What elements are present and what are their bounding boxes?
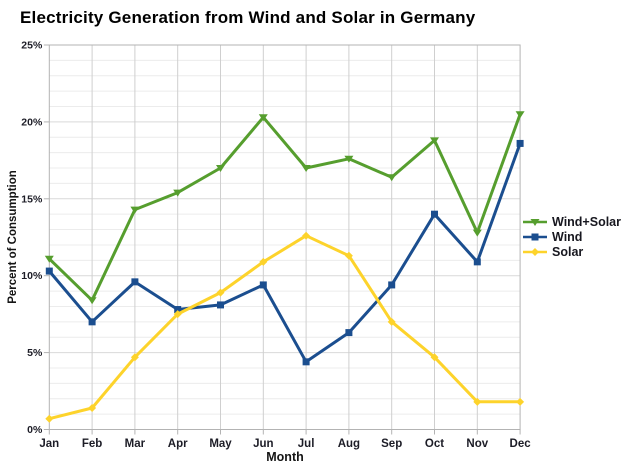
legend-item-wind: Wind	[522, 229, 621, 244]
legend-item-wind-solar: Wind+Solar	[522, 214, 621, 229]
chart-title: Electricity Generation from Wind and Sol…	[20, 8, 476, 27]
svg-text:20%: 20%	[21, 116, 43, 128]
svg-text:Jul: Jul	[298, 438, 315, 450]
solar-line-icon	[523, 247, 547, 256]
svg-text:Dec: Dec	[510, 438, 532, 450]
legend-label: Solar	[552, 244, 584, 259]
y-axis-title: Percent of Consumption	[7, 170, 19, 304]
legend: Wind+Solar Wind Solar	[522, 214, 621, 259]
svg-text:25%: 25%	[21, 40, 43, 52]
legend-label: Wind+Solar	[552, 214, 621, 229]
svg-text:15%: 15%	[21, 193, 43, 205]
legend-item-solar: Solar	[522, 244, 621, 259]
svg-text:0%: 0%	[27, 424, 43, 436]
svg-text:Aug: Aug	[338, 438, 360, 450]
wind-solar-line-icon	[523, 218, 547, 226]
x-axis-title: Month	[266, 450, 304, 464]
svg-text:Apr: Apr	[168, 438, 188, 450]
svg-text:Mar: Mar	[125, 438, 146, 450]
svg-text:Nov: Nov	[466, 438, 488, 450]
svg-text:Oct: Oct	[425, 438, 444, 450]
svg-text:5%: 5%	[27, 347, 43, 359]
svg-text:Sep: Sep	[381, 438, 402, 450]
svg-text:May: May	[209, 438, 232, 450]
legend-label: Wind	[552, 229, 583, 244]
svg-text:Feb: Feb	[82, 438, 102, 450]
svg-text:Jan: Jan	[39, 438, 59, 450]
svg-text:Jun: Jun	[253, 438, 273, 450]
wind-line-icon	[523, 233, 547, 240]
svg-text:10%: 10%	[21, 270, 43, 282]
